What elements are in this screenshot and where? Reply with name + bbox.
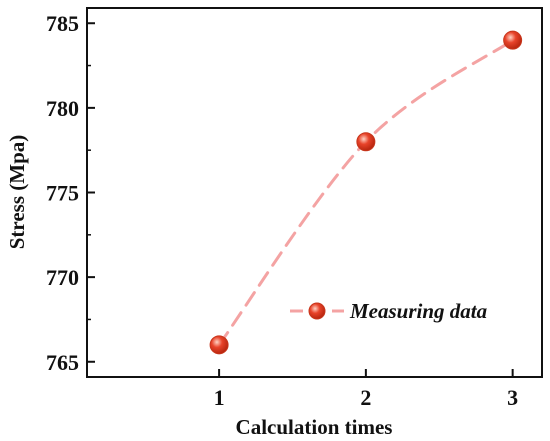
x-tick-label: 3 [507,385,518,410]
data-point-marker [503,30,523,50]
x-axis-label: Calculation times [236,415,393,439]
legend: Measuring data [290,299,487,323]
data-point-marker [356,132,376,152]
x-tick-label: 1 [214,385,225,410]
legend-marker [308,302,326,320]
data-points [209,30,523,355]
data-point-marker [209,335,229,355]
y-tick-label: 780 [46,96,79,121]
y-tick-label: 775 [46,181,79,206]
y-axis-label: Stress (Mpa) [5,135,29,250]
x-tick-label: 2 [360,385,371,410]
y-tick-label: 770 [46,265,79,290]
x-axis-ticks: 1 2 3 [214,369,518,410]
y-tick-label: 765 [46,350,79,375]
y-tick-label: 785 [46,11,79,36]
y-axis-ticks: 765 770 775 780 785 [46,11,95,375]
legend-label: Measuring data [349,299,487,323]
